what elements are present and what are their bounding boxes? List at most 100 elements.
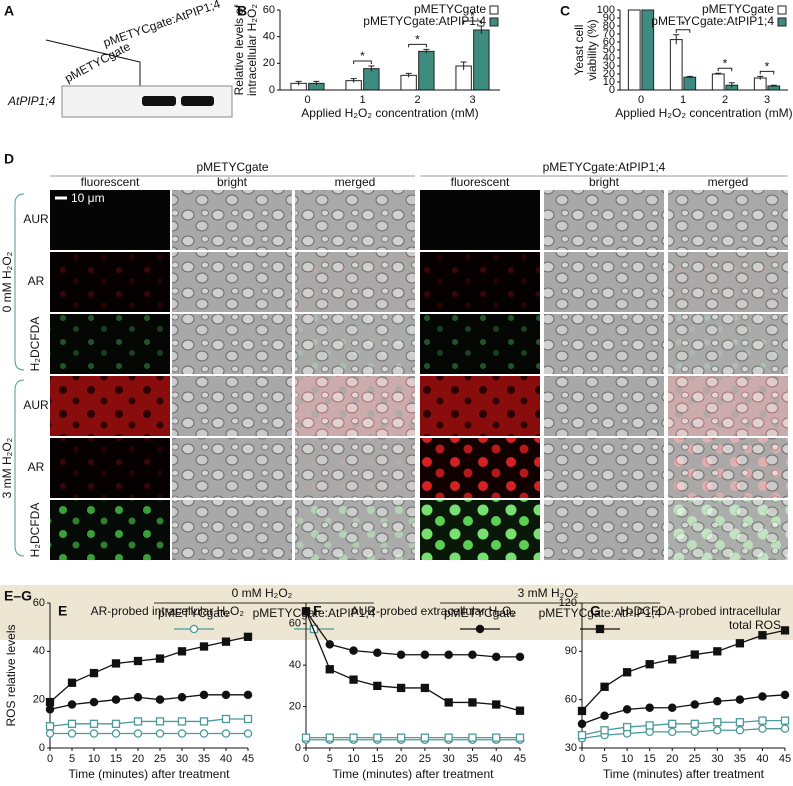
legend-label: pMETYCgate:AtPIP1;4 (253, 606, 376, 620)
x-tick-label: 1 (680, 94, 686, 106)
error-bar (350, 78, 357, 83)
legend-label: pMETYCgate (702, 2, 774, 16)
x-tick-label: 10 (88, 753, 100, 765)
data-point (349, 733, 358, 742)
data-point (301, 607, 311, 616)
condition-label: 3 mM H₂O₂ (0, 437, 14, 498)
series-line (49, 718, 248, 727)
y-tick-label: 50 (603, 44, 615, 56)
y-tick-label: 0 (39, 742, 45, 754)
micrograph (544, 190, 664, 250)
data-point (373, 681, 382, 691)
probe-label: H₂DCFDA (28, 503, 42, 558)
series-line (305, 610, 520, 658)
y-tick-label: 90 (603, 12, 615, 24)
micrograph (420, 314, 540, 374)
data-point (668, 655, 677, 664)
data-point (780, 690, 790, 700)
data-point (444, 733, 453, 742)
probe-label: AR (28, 460, 45, 474)
micrograph (50, 190, 170, 250)
data-point (243, 729, 253, 738)
data-point (301, 733, 311, 742)
micrograph-overlay (295, 252, 415, 312)
probe-label: AUR (23, 212, 49, 226)
data-point (45, 697, 55, 707)
data-point (221, 690, 231, 700)
data-point (373, 733, 382, 742)
chart-title: total ROS (729, 618, 781, 632)
legend-label: pMETYCgate (414, 2, 486, 16)
x-tick-label: 0 (579, 753, 585, 765)
data-point (373, 648, 382, 657)
micrograph (544, 252, 664, 312)
y-tick-label: 60 (263, 4, 275, 16)
micrograph (50, 376, 170, 436)
data-point (577, 719, 587, 729)
panel-label: D (4, 151, 14, 167)
data-point (177, 729, 187, 738)
y-tick-label: 0 (609, 84, 615, 96)
data-point (667, 727, 677, 737)
error-bar (715, 72, 722, 75)
data-point (515, 652, 525, 662)
panel-label: E (58, 603, 67, 619)
data-point (577, 730, 587, 740)
channel-header: bright (589, 175, 620, 189)
data-point (45, 722, 55, 731)
y-tick-label: 100 (597, 4, 615, 16)
x-tick-label: 30 (176, 753, 188, 765)
significance-label: * (765, 60, 770, 74)
data-point (492, 733, 501, 742)
micrograph-overlay (668, 376, 788, 436)
data-point (645, 703, 654, 712)
data-point (396, 650, 406, 660)
x-tick-label: 40 (220, 753, 232, 765)
x-tick-label: 10 (621, 753, 633, 765)
y-tick-label: 60 (603, 36, 615, 48)
error-bar (728, 82, 735, 88)
x-tick-label: 20 (395, 753, 407, 765)
legend-marker (595, 624, 605, 634)
data-point (221, 729, 231, 738)
data-point (111, 659, 121, 668)
micrograph-overlay (295, 376, 415, 436)
strain-header: pMETYCgate (196, 160, 268, 174)
y-tick-label: 30 (565, 742, 577, 754)
legend-label: pMETYCgate (158, 606, 230, 620)
panel-label: G (590, 603, 601, 619)
data-point (600, 682, 609, 691)
channel-header: bright (217, 175, 248, 189)
significance-label: * (360, 49, 365, 63)
x-tick-label: 3 (469, 94, 475, 106)
channel-header: fluorescent (81, 175, 140, 189)
data-point (515, 733, 525, 742)
micrograph (50, 314, 170, 374)
error-bar (686, 75, 693, 78)
data-point (492, 700, 501, 709)
x-tick-label: 15 (110, 753, 122, 765)
series-line (581, 719, 785, 736)
data-point (45, 729, 55, 738)
scale-bar-label: 10 μm (71, 191, 105, 205)
x-tick-label: 0 (303, 753, 309, 765)
panel-label: C (560, 3, 570, 19)
significance-bracket (759, 70, 775, 75)
gel-band (181, 96, 214, 106)
data-point (713, 697, 722, 706)
series-line (49, 636, 249, 703)
x-tick-label: 10 (347, 753, 359, 765)
y-tick-label: 120 (559, 597, 577, 609)
channel-header: fluorescent (451, 175, 510, 189)
micrograph (420, 438, 540, 498)
data-point (155, 695, 165, 704)
micrograph (420, 376, 540, 436)
x-tick-label: 5 (327, 753, 333, 765)
panel-label: A (4, 3, 14, 19)
significance-bracket (408, 43, 427, 48)
x-tick-label: 35 (466, 753, 478, 765)
y-tick-label: 60 (565, 694, 577, 706)
micrograph-overlay (668, 438, 788, 498)
y-tick-label: 40 (263, 31, 275, 43)
data-point (735, 718, 745, 727)
